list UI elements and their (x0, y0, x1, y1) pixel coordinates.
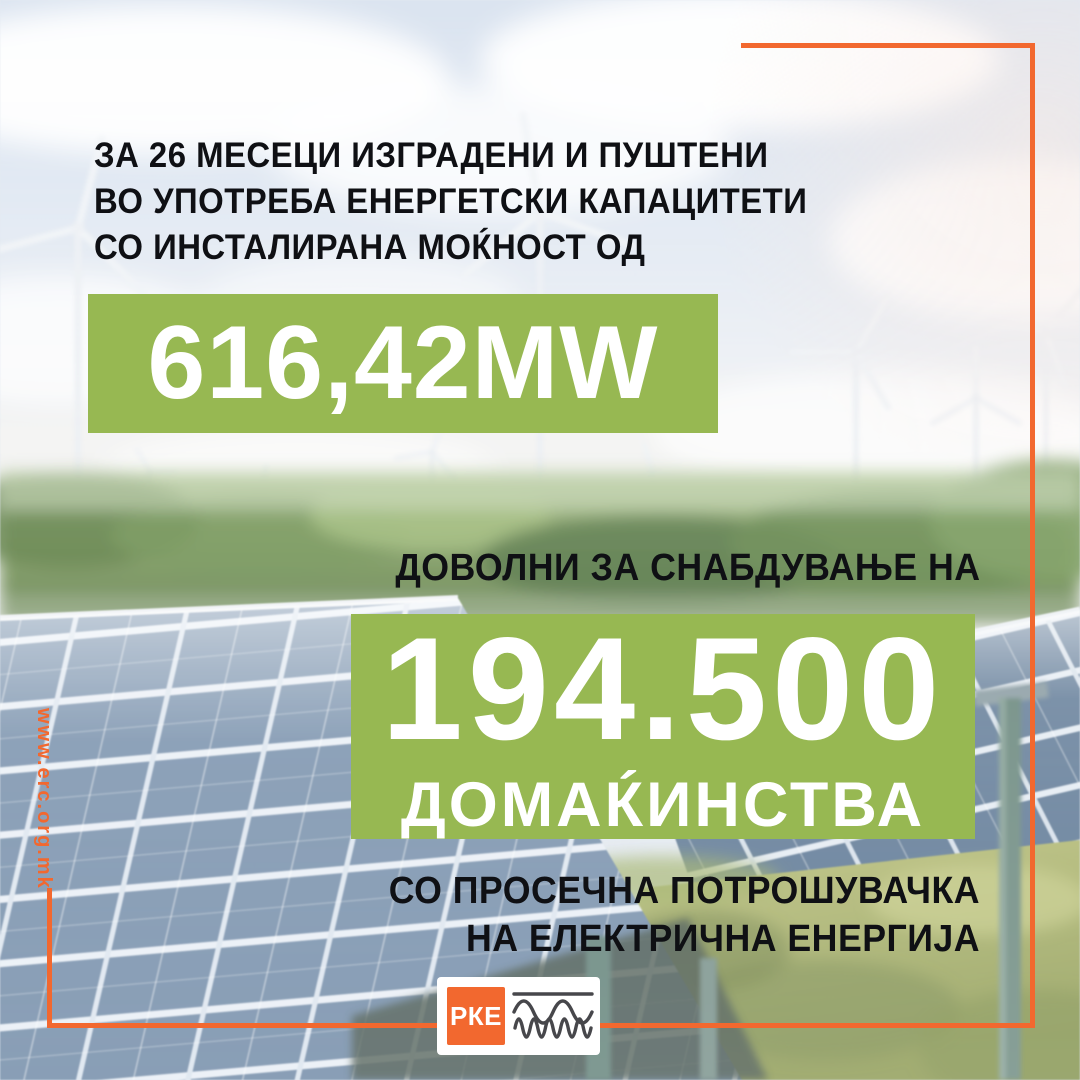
logo-card: РКЕ (437, 977, 600, 1055)
consumption-line-1: СО ПРОСЕЧНА ПОТРОШУВАЧКА (388, 870, 980, 912)
frame-line-left (47, 888, 52, 1028)
supply-label: ДОВОЛНИ ЗА СНАБДУВАЊЕ НА (394, 547, 980, 589)
consumption-line-2: НА ЕЛЕКТРИЧНА ЕНЕРГИЈА (465, 918, 981, 960)
frame-line-top (741, 43, 1035, 48)
sine-waves-icon (512, 992, 594, 1039)
pke-logo-text: РКЕ (449, 1000, 503, 1031)
pke-logo: РКЕ (447, 987, 505, 1045)
frame-line-right (1030, 43, 1035, 1028)
households-box: 194.500 ДОМАЌИНСТВА (351, 614, 975, 839)
households-label: ДОМАЌИНСТВА (400, 770, 926, 840)
headline: ЗА 26 МЕСЕЦИ ИЗГРАДЕНИ И ПУШТЕНИ ВО УПОТ… (94, 133, 807, 271)
headline-line-1: ЗА 26 МЕСЕЦИ ИЗГРАДЕНИ И ПУШТЕНИ (94, 136, 769, 175)
capacity-value: 616,42MW (147, 305, 659, 421)
consumption-text: СО ПРОСЕЧНА ПОТРОШУВАЧКА НА ЕЛЕКТРИЧНА Е… (389, 867, 980, 963)
households-number: 194.500 (381, 607, 945, 770)
headline-line-3: СО ИНСТАЛИРАНА МОЌНОСТ ОД (94, 228, 646, 267)
capacity-box: 616,42MW (88, 294, 718, 433)
website-url: www.erc.org.mk (33, 708, 55, 890)
headline-line-2: ВО УПОТРЕБА ЕНЕРГЕТСКИ КАПАЦИТЕТИ (94, 182, 808, 221)
